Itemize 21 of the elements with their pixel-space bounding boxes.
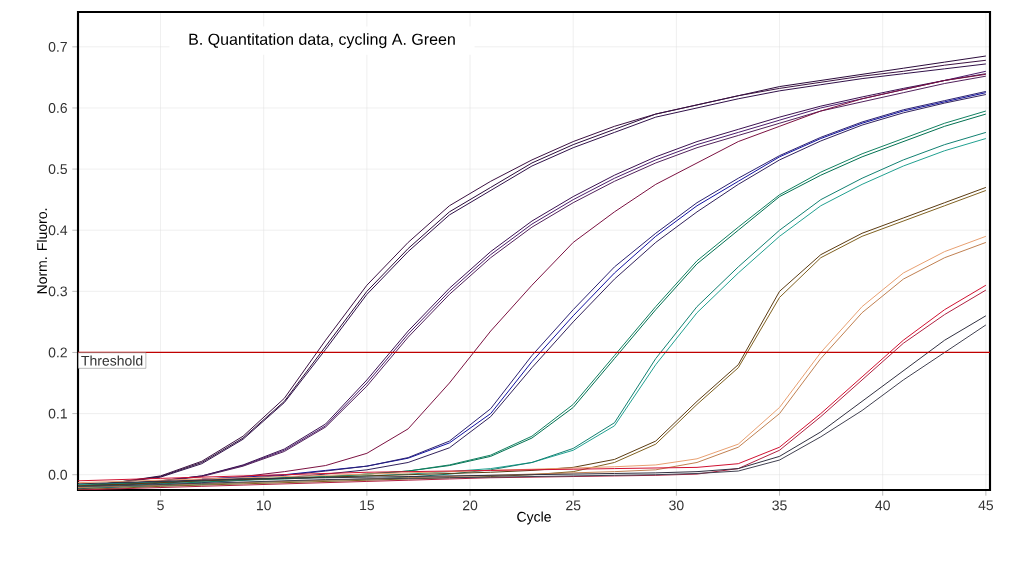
- x-tick-label: 5: [157, 500, 164, 511]
- y-tick-label: 0.7: [48, 41, 67, 52]
- x-tick-label: 10: [256, 500, 271, 511]
- y-tick-label: 0.1: [48, 408, 67, 419]
- text: B. Quantitation data, cycling A. Green: [189, 33, 455, 49]
- x-axis-title: Cycle: [517, 511, 551, 525]
- x-tick-label: 30: [669, 500, 684, 511]
- x-tick-label: 25: [566, 500, 581, 511]
- x-tick-label: 20: [462, 500, 478, 511]
- y-tick-label: 0.2: [48, 347, 67, 358]
- y-tick-label: 0.3: [48, 286, 67, 297]
- y-tick-label: 0.5: [48, 164, 68, 175]
- y-axis-title: Norm. Fluoro.: [36, 208, 47, 294]
- x-tick-label: 15: [360, 500, 375, 511]
- x-tick-label: 45: [978, 500, 994, 511]
- y-tick-label: 0.4: [48, 225, 68, 236]
- y-tick-label: 0.6: [48, 103, 67, 113]
- x-tick-label: 40: [875, 500, 890, 511]
- x-tick-label: 35: [772, 500, 787, 511]
- y-tick-label: 0.0: [48, 469, 68, 480]
- ref-line-label: Threshold: [81, 355, 143, 366]
